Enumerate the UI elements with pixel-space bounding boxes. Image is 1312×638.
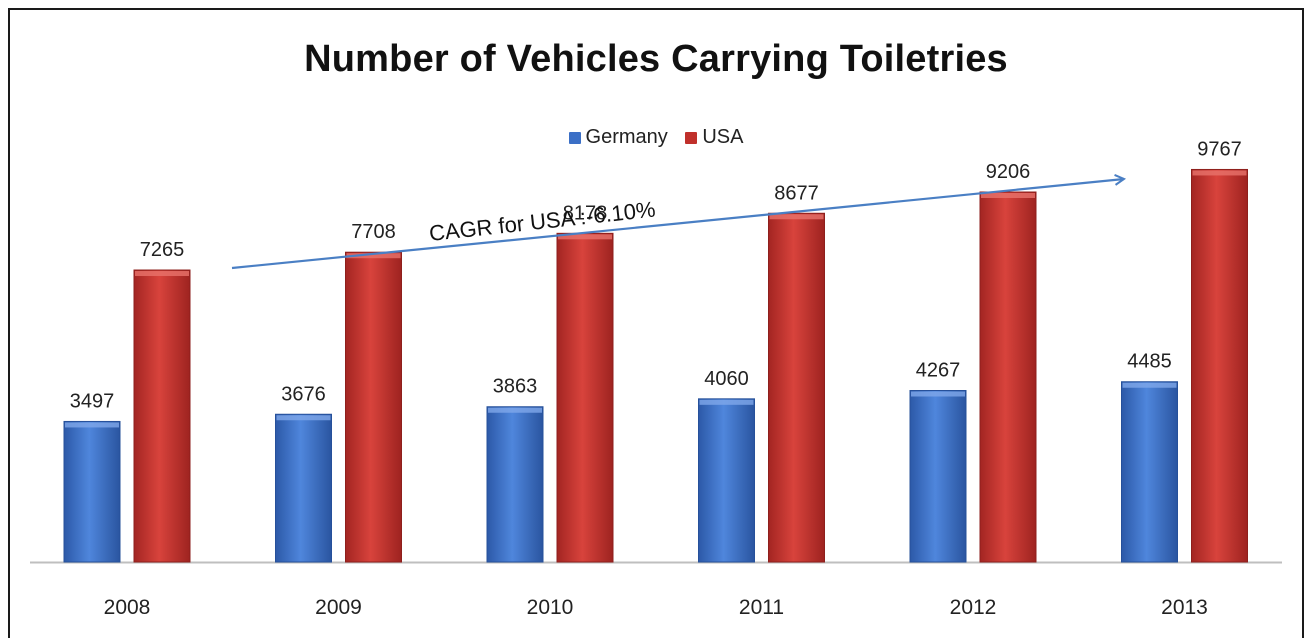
bar-germany-2008: [63, 420, 121, 563]
data-label-germany-2013: 4485: [1127, 351, 1172, 373]
bar-highlight-germany-2010: [488, 407, 542, 413]
data-label-germany-2012: 4267: [916, 360, 961, 382]
bar-highlight-usa-2011: [769, 214, 824, 220]
data-label-usa-2012: 9206: [986, 161, 1031, 183]
bar-highlight-usa-2012: [981, 193, 1035, 199]
legend: Germany USA: [0, 126, 1312, 150]
bar-usa-2013: [1191, 168, 1248, 563]
x-tick-label-2013: 2013: [1161, 596, 1208, 619]
data-label-usa-2011: 8677: [774, 182, 819, 204]
data-label-usa-2013: 9767: [1197, 138, 1242, 160]
bar-highlight-usa-2010: [558, 234, 612, 240]
bar-highlight-germany-2011: [699, 399, 754, 405]
bar-usa-2009: [345, 251, 402, 563]
legend-swatch-germany: [568, 131, 581, 144]
bar-germany-2010: [486, 406, 544, 563]
bar-germany-2012: [909, 390, 967, 563]
x-tick-label-2012: 2012: [950, 596, 997, 619]
chart-frame: [8, 8, 1304, 638]
bar-highlight-usa-2008: [135, 271, 189, 277]
legend-swatch-usa: [685, 131, 698, 144]
data-label-usa-2008: 7265: [140, 239, 185, 261]
bar-highlight-usa-2009: [346, 253, 401, 259]
bar-usa-2008: [133, 269, 191, 563]
data-label-germany-2009: 3676: [281, 383, 326, 405]
chart-title: Number of Vehicles Carrying Toiletries: [304, 38, 1008, 80]
data-label-germany-2008: 3497: [70, 390, 115, 412]
x-tick-label-2011: 2011: [739, 596, 784, 619]
data-label-usa-2009: 7708: [351, 221, 396, 243]
bar-usa-2012: [979, 191, 1037, 563]
x-tick-label-2009: 2009: [315, 596, 362, 619]
bar-germany-2011: [698, 398, 755, 563]
legend-item-germany: Germany: [568, 126, 668, 149]
legend-label-germany: Germany: [585, 126, 668, 148]
legend-item-usa: USA: [685, 126, 743, 149]
data-label-germany-2011: 4060: [704, 368, 749, 390]
data-label-usa-2010: 8178: [563, 202, 608, 224]
cagr-arrow: [231, 179, 1124, 270]
x-tick-label-2010: 2010: [527, 596, 574, 619]
cagr-annotation-label: CAGR for USA :-6.10%: [428, 197, 657, 246]
bar-highlight-germany-2013: [1122, 382, 1177, 388]
data-label-germany-2010: 3863: [493, 376, 538, 398]
bar-germany-2009: [275, 413, 332, 563]
x-tick-label-2008: 2008: [104, 596, 151, 619]
bar-usa-2010: [556, 232, 614, 563]
bar-highlight-germany-2009: [276, 415, 331, 421]
bar-germany-2013: [1121, 381, 1178, 563]
bar-highlight-germany-2008: [65, 422, 119, 428]
bar-usa-2011: [768, 212, 825, 563]
bar-highlight-germany-2012: [911, 391, 965, 397]
bar-highlight-usa-2013: [1192, 170, 1247, 176]
legend-label-usa: USA: [702, 126, 744, 148]
